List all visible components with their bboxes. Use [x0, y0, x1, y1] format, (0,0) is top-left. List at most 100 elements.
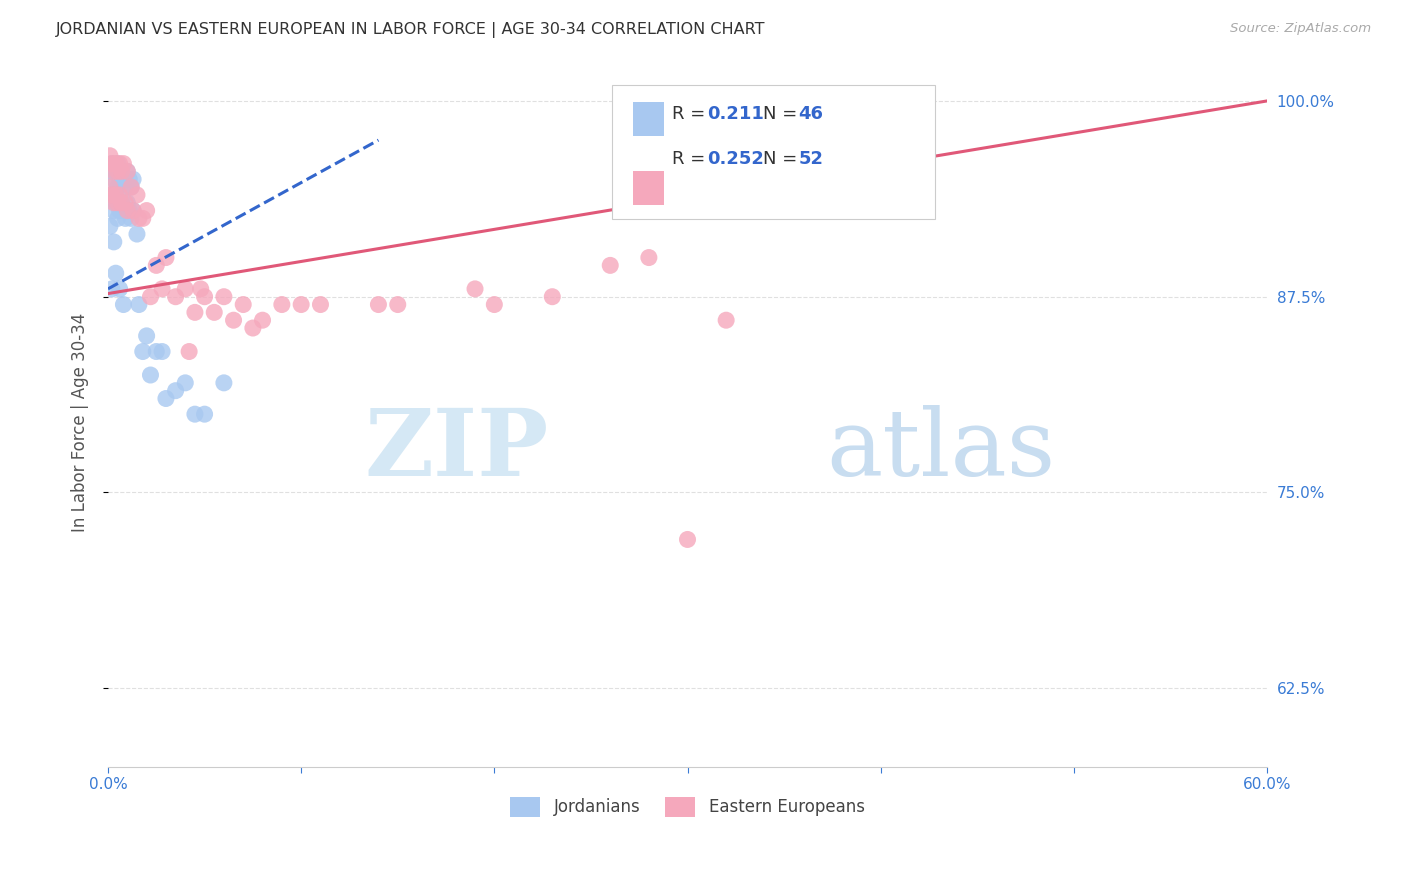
Point [104, 156, 127, 170]
Point [108, 282, 131, 296]
Text: 0.211: 0.211 [707, 105, 763, 123]
Point [232, 297, 254, 311]
Point [122, 203, 145, 218]
Point [290, 297, 312, 311]
Text: N =: N = [763, 150, 803, 168]
Point [599, 259, 621, 273]
Text: atlas: atlas [827, 405, 1056, 494]
Point [108, 203, 131, 218]
Point [128, 211, 150, 226]
Point [150, 282, 173, 296]
Point [139, 290, 162, 304]
Point [309, 297, 332, 311]
Point [252, 313, 274, 327]
Text: JORDANIAN VS EASTERN EUROPEAN IN LABOR FORCE | AGE 30-34 CORRELATION CHART: JORDANIAN VS EASTERN EUROPEAN IN LABOR F… [56, 22, 766, 38]
Point [110, 164, 132, 178]
Point [101, 188, 124, 202]
Point [114, 180, 136, 194]
Point [98, 188, 121, 202]
Point [112, 172, 135, 186]
Point [122, 172, 145, 186]
Point [110, 164, 132, 178]
Point [135, 203, 157, 218]
Point [112, 203, 135, 218]
Point [174, 376, 197, 390]
Point [125, 227, 148, 241]
Point [135, 329, 157, 343]
Point [194, 407, 217, 421]
Point [103, 172, 125, 186]
Point [464, 282, 486, 296]
Point [179, 344, 201, 359]
Point [108, 188, 131, 202]
Point [132, 344, 155, 359]
Text: R =: R = [672, 150, 711, 168]
Point [194, 290, 217, 304]
Point [103, 203, 125, 218]
Text: Source: ZipAtlas.com: Source: ZipAtlas.com [1230, 22, 1371, 36]
Point [120, 211, 142, 226]
Point [184, 305, 207, 319]
Text: N =: N = [763, 105, 803, 123]
Point [98, 180, 121, 194]
Point [120, 180, 142, 194]
Point [108, 172, 131, 186]
Point [114, 195, 136, 210]
Point [101, 188, 124, 202]
Point [128, 297, 150, 311]
Point [117, 164, 139, 178]
Point [104, 164, 127, 178]
Point [112, 156, 135, 170]
Point [125, 188, 148, 202]
Point [118, 203, 141, 218]
Point [101, 156, 124, 170]
Text: 0.252: 0.252 [707, 150, 763, 168]
Text: ZIP: ZIP [364, 405, 548, 494]
Point [387, 297, 409, 311]
Point [242, 321, 264, 335]
Point [117, 203, 139, 218]
Point [484, 297, 506, 311]
Point [155, 392, 177, 406]
Point [150, 344, 173, 359]
Point [212, 376, 235, 390]
Point [676, 533, 699, 547]
Point [117, 195, 139, 210]
Point [98, 164, 121, 178]
Point [165, 384, 187, 398]
Text: R =: R = [672, 105, 711, 123]
Point [155, 251, 177, 265]
Point [184, 407, 207, 421]
Point [270, 297, 292, 311]
Point [165, 290, 187, 304]
Point [104, 188, 127, 202]
Point [107, 164, 129, 178]
Text: 46: 46 [799, 105, 824, 123]
Point [98, 149, 121, 163]
Point [222, 313, 245, 327]
Point [103, 164, 125, 178]
Point [104, 266, 127, 280]
Point [101, 282, 124, 296]
Point [107, 195, 129, 210]
Point [174, 282, 197, 296]
Point [367, 297, 389, 311]
Point [107, 211, 129, 226]
Point [212, 290, 235, 304]
Point [145, 259, 167, 273]
Point [202, 305, 225, 319]
Point [190, 282, 212, 296]
Point [104, 195, 127, 210]
Point [110, 195, 132, 210]
Point [638, 251, 661, 265]
Point [132, 211, 155, 226]
Point [139, 368, 162, 382]
Point [107, 180, 129, 194]
Legend: Jordanians, Eastern Europeans: Jordanians, Eastern Europeans [503, 790, 872, 823]
Point [108, 156, 131, 170]
Y-axis label: In Labor Force | Age 30-34: In Labor Force | Age 30-34 [72, 312, 89, 532]
Point [107, 156, 129, 170]
Point [145, 344, 167, 359]
Point [714, 313, 737, 327]
Point [114, 211, 136, 226]
